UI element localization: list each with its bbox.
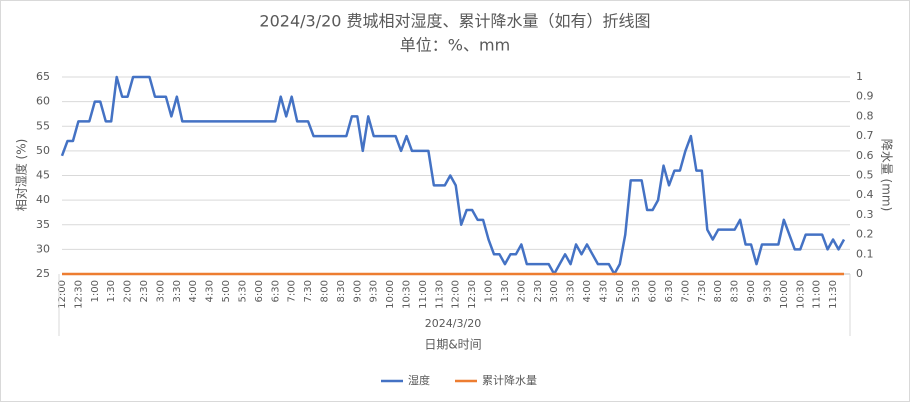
x-group-label: 2024/3/20 [425, 317, 481, 330]
legend-label: 累计降水量 [482, 373, 537, 387]
y2-tick-label: 0.1 [856, 247, 874, 260]
y2-tick-label: 0.6 [856, 149, 874, 162]
x-tick-label: 4:30 [598, 280, 609, 302]
legend-label: 湿度 [408, 373, 430, 387]
x-tick-label: 11:30 [434, 280, 445, 309]
y2-tick-label: 0 [856, 267, 863, 280]
x-tick-label: 4:00 [582, 280, 593, 302]
x-tick-label: 1:00 [90, 280, 101, 302]
x-tick-label: 5:00 [221, 280, 232, 302]
x-tick-label: 9:30 [762, 280, 773, 302]
y-tick-label: 25 [36, 267, 50, 280]
x-tick-label: 12:00 [57, 280, 68, 309]
x-tick-label: 2:00 [123, 280, 134, 302]
y-tick-label: 50 [36, 144, 50, 157]
x-tick-label: 6:30 [664, 280, 675, 302]
x-tick-label: 7:30 [303, 280, 314, 302]
chart-title: 2024/3/20 费城相对湿度、累计降水量（如有）折线图 [259, 12, 650, 31]
x-tick-label: 1:30 [106, 280, 117, 302]
x-tick-label: 12:30 [73, 280, 84, 309]
y2-tick-label: 0.3 [856, 208, 874, 221]
y-tick-label: 65 [36, 70, 50, 83]
x-tick-label: 1:30 [500, 280, 511, 302]
x-tick-label: 2:30 [139, 280, 150, 302]
x-tick-label: 7:00 [680, 280, 691, 302]
x-tick-label: 10:00 [385, 280, 396, 309]
x-tick-label: 11:00 [812, 280, 823, 309]
x-tick-label: 9:00 [352, 280, 363, 302]
x-tick-label: 3:00 [549, 280, 560, 302]
x-tick-label: 8:30 [336, 280, 347, 302]
y2-tick-label: 0.2 [856, 228, 874, 241]
y2-tick-label: 0.5 [856, 169, 874, 182]
x-tick-label: 5:00 [615, 280, 626, 302]
x-tick-label: 8:00 [319, 280, 330, 302]
y-tick-label: 35 [36, 218, 50, 231]
x-tick-label: 5:30 [631, 280, 642, 302]
y2-tick-label: 0.8 [856, 109, 874, 122]
x-tick-label: 8:00 [713, 280, 724, 302]
y-axis-title: 相对湿度 (%) [14, 139, 29, 212]
x-tick-label: 12:30 [467, 280, 478, 309]
data-line [60, 75, 846, 276]
x-tick-label: 9:00 [746, 280, 757, 302]
y2-tick-label: 0.9 [856, 90, 874, 103]
x-tick-label: 11:00 [418, 280, 429, 309]
x-tick-label: 12:00 [451, 280, 462, 309]
x-tick-label: 9:30 [369, 280, 380, 302]
y-tick-label: 60 [36, 95, 50, 108]
x-tick-label: 6:00 [648, 280, 659, 302]
x-tick-label: 11:30 [828, 280, 839, 309]
x-tick-label: 10:30 [795, 280, 806, 309]
x-tick-label: 6:30 [270, 280, 281, 302]
x-tick-label: 4:30 [205, 280, 216, 302]
x-tick-label: 10:30 [402, 280, 413, 309]
chart-subtitle: 单位：%、mm [400, 36, 510, 55]
y-tick-label: 45 [36, 169, 50, 182]
x-tick-label: 8:30 [730, 280, 741, 302]
x-axis-title: 日期&时间 [424, 338, 481, 352]
x-tick-label: 6:00 [254, 280, 265, 302]
x-tick-label: 3:30 [566, 280, 577, 302]
x-tick-label: 3:30 [172, 280, 183, 302]
y2-tick-label: 1 [856, 70, 863, 83]
x-tick-label: 2:00 [516, 280, 527, 302]
y-tick-label: 55 [36, 119, 50, 132]
y2-tick-label: 0.4 [856, 188, 874, 201]
x-tick-label: 10:00 [779, 280, 790, 309]
y-tick-label: 30 [36, 242, 50, 255]
y2-tick-label: 0.7 [856, 129, 874, 142]
x-tick-label: 7:30 [697, 280, 708, 302]
x-tick-label: 4:00 [188, 280, 199, 302]
x-tick-label: 5:30 [237, 280, 248, 302]
x-tick-label: 7:00 [287, 280, 298, 302]
x-tick-label: 2:30 [533, 280, 544, 302]
y-tick-label: 40 [36, 193, 50, 206]
x-tick-label: 3:00 [155, 280, 166, 302]
x-tick-label: 1:00 [484, 280, 495, 302]
y2-axis-title: 降水量 (mm) [880, 139, 894, 212]
